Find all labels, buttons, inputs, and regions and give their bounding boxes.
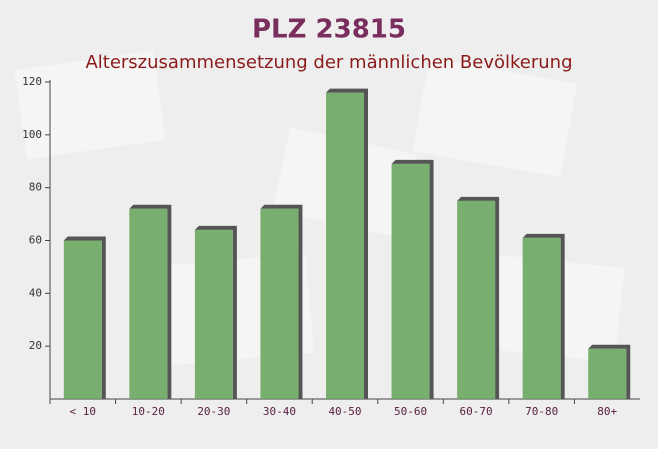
y-tick-label: 80 [29,181,42,194]
x-tick-label: < 10 [70,405,97,418]
x-tick-label: 30-40 [263,405,296,418]
y-tick-label: 100 [22,128,42,141]
bar [457,200,496,399]
bar [522,237,561,399]
bar [391,163,430,399]
x-tick-label: 80+ [597,405,617,418]
x-tick-label: 20-30 [197,405,230,418]
x-tick-label: 70-80 [525,405,558,418]
bar [588,348,627,399]
x-tick-label: 60-70 [460,405,493,418]
chart-title: PLZ 23815 [252,15,406,45]
y-tick-label: 40 [29,286,42,299]
chart-subtitle: Alterszusammensetzung der männlichen Bev… [85,52,572,73]
bar [63,240,102,399]
x-tick-label: 40-50 [328,405,361,418]
y-tick-label: 120 [22,75,42,88]
bar [194,229,233,399]
y-tick-label: 60 [29,234,42,247]
x-tick-label: 10-20 [132,405,165,418]
bar [260,208,299,399]
x-tick-label: 50-60 [394,405,427,418]
y-tick-label: 20 [29,339,42,352]
bar [326,92,364,400]
bar [129,208,168,399]
